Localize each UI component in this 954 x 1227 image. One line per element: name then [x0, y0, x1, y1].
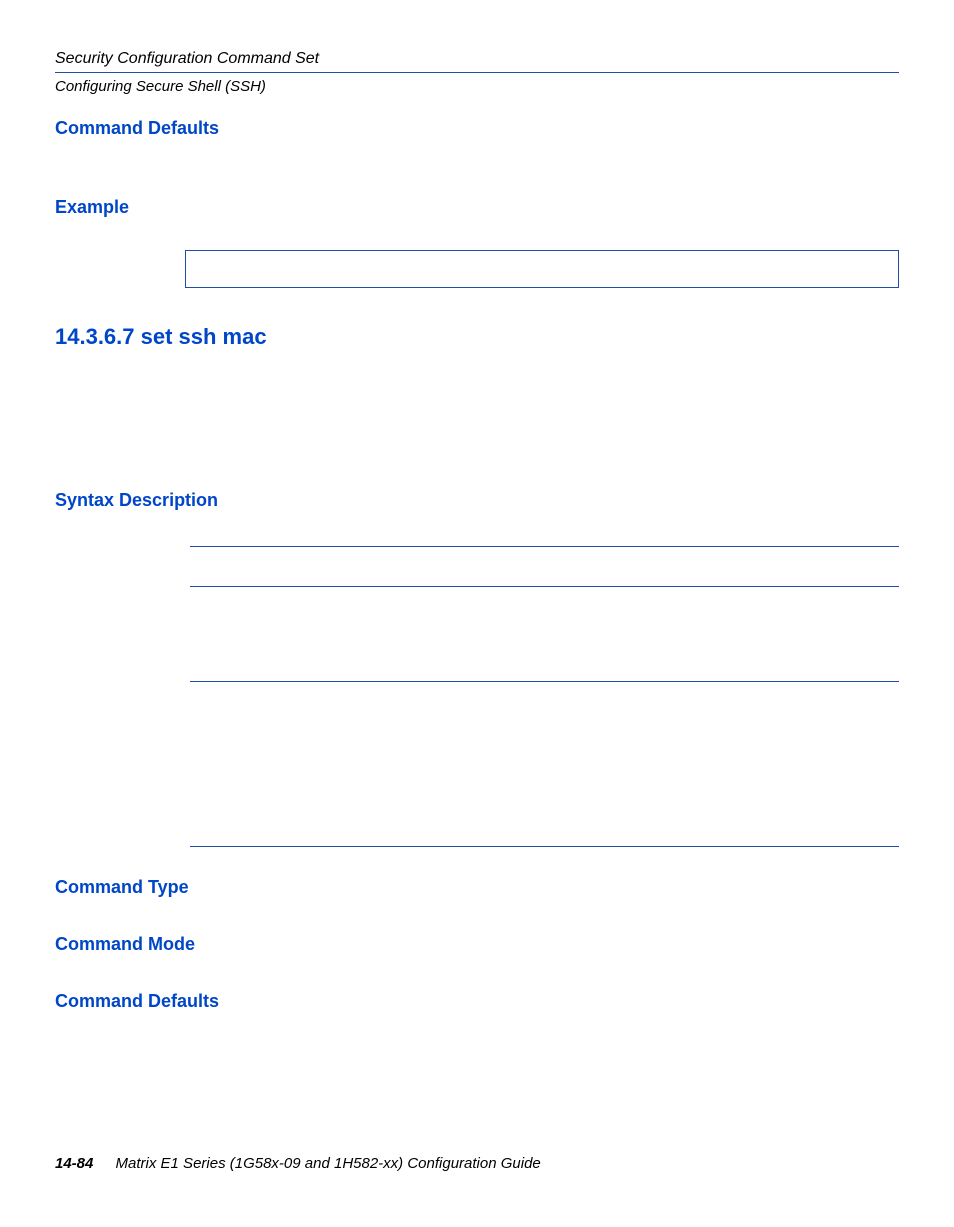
page-body: Command Defaults Example 14.3.6.7 set ss… [55, 118, 899, 1048]
page-footer: 14-84 Matrix E1 Series (1G58x-09 and 1H5… [55, 1155, 899, 1172]
page: Security Configuration Command Set Confi… [0, 0, 954, 1227]
heading-command-mode: Command Mode [55, 934, 899, 955]
header-subtitle: Configuring Secure Shell (SSH) [55, 78, 899, 95]
syntax-row [190, 547, 899, 587]
heading-syntax-description: Syntax Description [55, 490, 899, 511]
heading-command-defaults: Command Defaults [55, 118, 899, 139]
heading-command-defaults-2: Command Defaults [55, 991, 899, 1012]
header-title: Security Configuration Command Set [55, 50, 899, 73]
syntax-row [190, 682, 899, 847]
heading-example: Example [55, 197, 899, 218]
spacer [55, 390, 899, 490]
heading-set-ssh-mac: 14.3.6.7 set ssh mac [55, 324, 899, 350]
footer-page-number: 14-84 [55, 1155, 93, 1172]
example-code-box [185, 250, 899, 288]
footer-guide-title: Matrix E1 Series (1G58x-09 and 1H582-xx)… [116, 1155, 541, 1172]
syntax-row [190, 587, 899, 682]
page-header: Security Configuration Command Set Confi… [55, 50, 899, 95]
heading-command-type: Command Type [55, 877, 899, 898]
syntax-row [190, 521, 899, 547]
